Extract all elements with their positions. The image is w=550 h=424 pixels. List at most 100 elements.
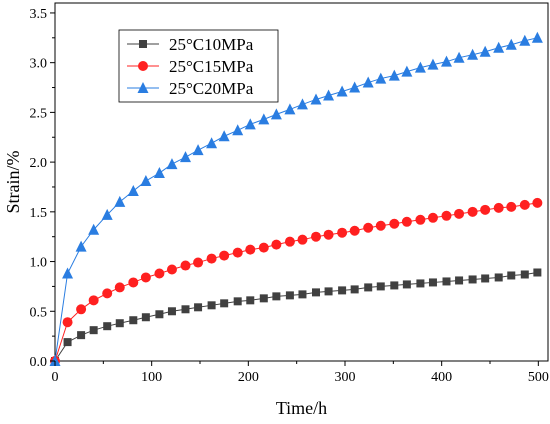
data-point <box>140 175 152 187</box>
data-point <box>441 55 452 67</box>
series-triangle <box>49 31 543 366</box>
y-tick-label: 1.5 <box>30 206 48 221</box>
data-point <box>414 61 426 73</box>
y-tick-label: 2.0 <box>30 156 48 171</box>
data-point <box>455 276 464 285</box>
data-point <box>244 118 256 130</box>
data-point <box>103 322 112 331</box>
data-point <box>218 130 230 142</box>
data-point <box>298 290 307 299</box>
data-point <box>155 310 164 319</box>
data-point <box>479 45 491 57</box>
data-point <box>166 158 178 170</box>
data-point <box>323 229 334 240</box>
data-point <box>270 108 282 120</box>
data-point <box>310 93 322 105</box>
legend-marker <box>137 82 149 93</box>
data-point <box>493 202 504 213</box>
data-point <box>416 279 425 288</box>
plot-area <box>54 2 549 362</box>
data-point <box>271 239 282 250</box>
data-point <box>362 76 374 88</box>
data-point <box>88 223 100 235</box>
data-point <box>401 216 412 227</box>
data-point <box>505 38 517 50</box>
x-tick-label: 100 <box>141 370 162 385</box>
data-point <box>284 103 296 115</box>
data-point <box>285 291 294 300</box>
data-point <box>140 272 151 283</box>
legend-item: 25°C20MPa <box>127 79 254 98</box>
data-point <box>206 253 217 264</box>
data-point <box>167 307 176 316</box>
data-point <box>180 151 191 163</box>
data-point <box>193 257 204 268</box>
data-point <box>181 305 190 314</box>
data-point <box>519 199 530 210</box>
axes-layer: 0 100 200 300 400 500 0.0 0.5 1.0 1.5 2.0 2.5 3.0 3.5 <box>30 7 549 385</box>
data-point <box>336 85 348 97</box>
plot-frame <box>54 2 549 362</box>
series-layer <box>49 31 543 366</box>
data-point <box>220 299 229 308</box>
data-point <box>389 218 400 229</box>
data-point <box>115 319 124 328</box>
data-point <box>297 234 308 245</box>
x-axis-title: Time/h <box>276 398 327 418</box>
data-point <box>441 210 452 221</box>
legend-marker <box>139 40 147 48</box>
legend-item: 25°C15MPa <box>127 57 254 76</box>
data-point <box>272 292 281 301</box>
y-tick-label: 1.0 <box>30 256 48 271</box>
data-point <box>296 98 308 110</box>
data-point <box>428 278 437 287</box>
data-point <box>206 137 218 149</box>
data-point <box>337 227 348 238</box>
data-point <box>468 275 477 284</box>
data-point <box>481 274 490 283</box>
data-point <box>427 58 439 70</box>
data-point <box>129 316 138 325</box>
data-point <box>506 201 517 212</box>
data-point <box>141 313 150 322</box>
data-point <box>390 281 399 290</box>
data-point <box>246 296 255 305</box>
data-point <box>153 167 165 179</box>
data-point <box>259 294 268 303</box>
data-point <box>532 197 543 208</box>
data-point <box>519 34 531 46</box>
data-point <box>402 280 411 289</box>
data-point <box>533 268 542 277</box>
data-point <box>311 231 321 242</box>
data-point <box>232 124 244 136</box>
x-tick-label: 500 <box>528 370 549 385</box>
series-line <box>54 272 538 362</box>
data-point <box>114 282 125 293</box>
legend-item: 25°C10MPa <box>127 35 254 54</box>
data-point <box>312 288 320 297</box>
data-point <box>154 268 165 279</box>
data-point <box>363 222 374 233</box>
data-point <box>442 277 451 286</box>
data-point <box>284 236 295 247</box>
x-tick-label: 0 <box>52 370 59 385</box>
data-point <box>207 301 216 310</box>
data-point <box>101 208 113 220</box>
data-point <box>338 286 347 295</box>
series-circle <box>50 197 543 366</box>
series-line <box>54 202 538 362</box>
y-axis-title: Strain/% <box>3 151 23 214</box>
data-point <box>62 317 73 328</box>
data-point <box>245 244 256 255</box>
data-point <box>192 144 204 156</box>
x-tick-label: 400 <box>431 370 452 385</box>
data-point <box>467 206 478 217</box>
data-point <box>467 48 479 60</box>
data-point <box>258 242 269 253</box>
data-point <box>531 31 543 43</box>
y-tick-label: 3.5 <box>30 7 48 22</box>
data-point <box>480 204 491 215</box>
data-point <box>453 51 465 63</box>
